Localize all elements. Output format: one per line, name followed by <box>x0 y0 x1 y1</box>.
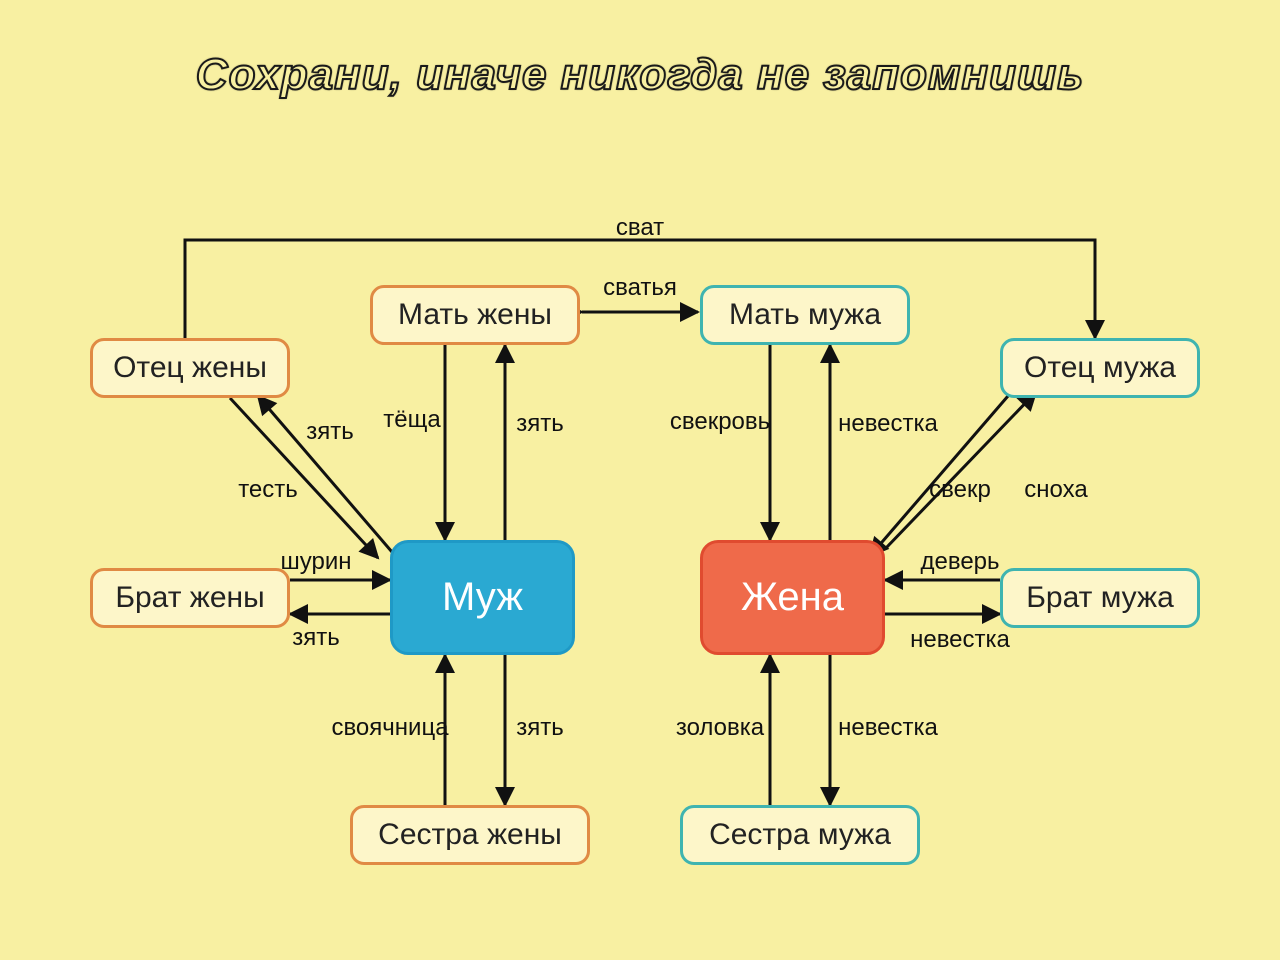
edge-label-zyat_sw: зять <box>516 714 564 742</box>
edges-layer <box>0 0 1280 960</box>
edge-label-nevest_b: невестка <box>910 626 1010 654</box>
node-mother_wife: Мать жены <box>370 285 580 345</box>
node-husband: Муж <box>390 540 575 655</box>
edge-label-svat: сват <box>616 214 664 242</box>
edge-label-test: тесть <box>238 476 298 504</box>
node-brother_husb: Брат мужа <box>1000 568 1200 628</box>
edge-label-dever: деверь <box>920 548 999 576</box>
page-title: Сохрани, иначе никогда не запомнишь <box>0 50 1280 100</box>
edge-label-zolovka: золовка <box>676 714 764 742</box>
edge-label-shurin: шурин <box>281 548 352 576</box>
edge-label-zyat_mw: зять <box>516 410 564 438</box>
diagram-stage: Сохрани, иначе никогда не запомнишь Отец… <box>0 0 1280 960</box>
edge-label-svoyach: своячница <box>331 714 448 742</box>
edge-label-snokha: сноха <box>1024 476 1087 504</box>
edge-label-svatya: сватья <box>603 274 677 302</box>
edge-label-zyat_fw: зять <box>306 418 354 446</box>
node-mother_husb: Мать мужа <box>700 285 910 345</box>
node-sister_wife: Сестра жены <box>350 805 590 865</box>
node-brother_wife: Брат жены <box>90 568 290 628</box>
edge-label-teshcha: тёща <box>383 406 440 434</box>
node-father_husb: Отец мужа <box>1000 338 1200 398</box>
edge-label-zyat_bw: зять <box>292 624 340 652</box>
edge-label-nevest_m: невестка <box>838 410 938 438</box>
node-father_wife: Отец жены <box>90 338 290 398</box>
edge-label-nevest_s: невестка <box>838 714 938 742</box>
edge-label-svekr: свекр <box>929 476 991 504</box>
node-sister_husb: Сестра мужа <box>680 805 920 865</box>
node-wife: Жена <box>700 540 885 655</box>
edge-label-svekrov: свекровь <box>670 408 770 436</box>
